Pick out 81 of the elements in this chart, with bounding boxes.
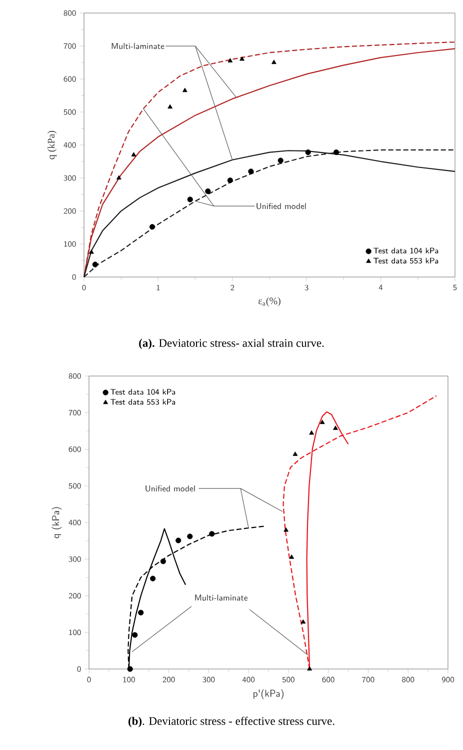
x-tick-label: 400: [242, 676, 255, 682]
point: [333, 426, 338, 430]
point: [150, 576, 156, 582]
x-tick-label: 0: [82, 284, 86, 290]
y-tick-label: 800: [68, 373, 81, 379]
y-tick-label: 800: [64, 10, 76, 16]
x-tick-label: 300: [202, 676, 215, 682]
annotation: Multi-laminate: [195, 594, 248, 601]
point: [127, 666, 133, 672]
x-tick-label: 1: [156, 284, 160, 290]
text: (b). Deviatoric stress - effective stress curve.: [128, 716, 334, 728]
legend-label: Test data 104 kPa: [110, 389, 176, 395]
y-tick-label: 700: [64, 43, 76, 49]
x-tick-label: 500: [282, 676, 294, 682]
point: [182, 88, 188, 92]
annotation: Multi-laminate: [112, 43, 164, 50]
point: [292, 452, 298, 456]
y-tick-label: 300: [64, 175, 76, 181]
y-tick-label: 300: [68, 556, 81, 562]
y-tick-label: 0: [72, 274, 76, 280]
point: [131, 152, 136, 156]
x-tick-label: 4: [378, 284, 383, 290]
point: [116, 175, 122, 180]
point: [305, 149, 311, 156]
x-axis-title: p'(kPa): [254, 689, 284, 700]
point: [284, 527, 288, 532]
point: [320, 420, 325, 424]
y-tick-label: 700: [68, 410, 81, 416]
point: [309, 430, 314, 435]
x-tick-label: 800: [402, 676, 414, 682]
point: [307, 666, 312, 670]
y-tick-label: 400: [68, 520, 81, 526]
x-tick-label: 0: [87, 676, 91, 682]
point: [271, 60, 276, 64]
legend-label: Test data 553 kPa: [373, 258, 438, 264]
annotation: Unified model: [256, 202, 306, 210]
point: [132, 632, 138, 638]
x-tick-label: 200: [162, 676, 175, 682]
point: [240, 56, 244, 61]
y-tick-label: 100: [64, 241, 76, 247]
legend-label: Test data 553 kPa: [110, 399, 176, 405]
y-tick-label: 600: [64, 76, 76, 82]
point: [88, 249, 94, 254]
point: [333, 149, 340, 156]
point: [138, 610, 144, 616]
annotation: Unified model: [146, 485, 195, 492]
y-tick-label: 600: [68, 446, 81, 452]
y-axis-title: q (kPa): [52, 507, 62, 538]
x-tick-label: 900: [442, 676, 454, 682]
y-axis-title: q (kPa): [48, 130, 57, 160]
y-tick-label: 200: [68, 592, 81, 599]
y-tick-label: 500: [64, 109, 76, 115]
point: [168, 104, 173, 109]
point: [187, 534, 193, 540]
y-tick-label: 0: [77, 666, 81, 672]
point: [300, 619, 306, 624]
point: [205, 188, 211, 194]
point: [92, 262, 98, 268]
point: [227, 178, 233, 184]
point: [278, 158, 284, 164]
point: [149, 224, 156, 230]
x-tick-label: 2: [230, 284, 234, 290]
x-axis-title: ε$_{a}$(%): [258, 297, 280, 306]
point: [176, 538, 182, 544]
text: (a). Deviatoric stress- axial strain curve.: [139, 338, 324, 350]
x-tick-label: 100: [123, 676, 135, 682]
y-tick-label: 500: [68, 483, 81, 489]
x-tick-label: 3: [304, 284, 308, 290]
point: [187, 196, 193, 202]
point: [160, 558, 166, 564]
x-tick-label: 700: [362, 676, 374, 682]
point: [289, 554, 294, 559]
y-tick-label: 200: [64, 208, 76, 214]
y-tick-label: 400: [64, 142, 76, 148]
x-tick-label: 600: [322, 676, 334, 682]
point: [228, 58, 233, 62]
x-tick-label: 5: [453, 284, 457, 290]
point: [248, 168, 254, 174]
point: [209, 531, 215, 537]
y-tick-label: 100: [69, 630, 81, 636]
legend-label: Test data 104 kPa: [373, 248, 438, 254]
